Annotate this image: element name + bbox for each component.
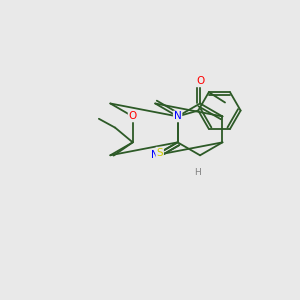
Text: S: S <box>157 148 163 158</box>
Text: N: N <box>151 150 159 160</box>
Text: H: H <box>194 169 200 178</box>
Text: N: N <box>174 111 182 122</box>
Text: O: O <box>129 111 137 122</box>
Text: O: O <box>196 76 204 86</box>
